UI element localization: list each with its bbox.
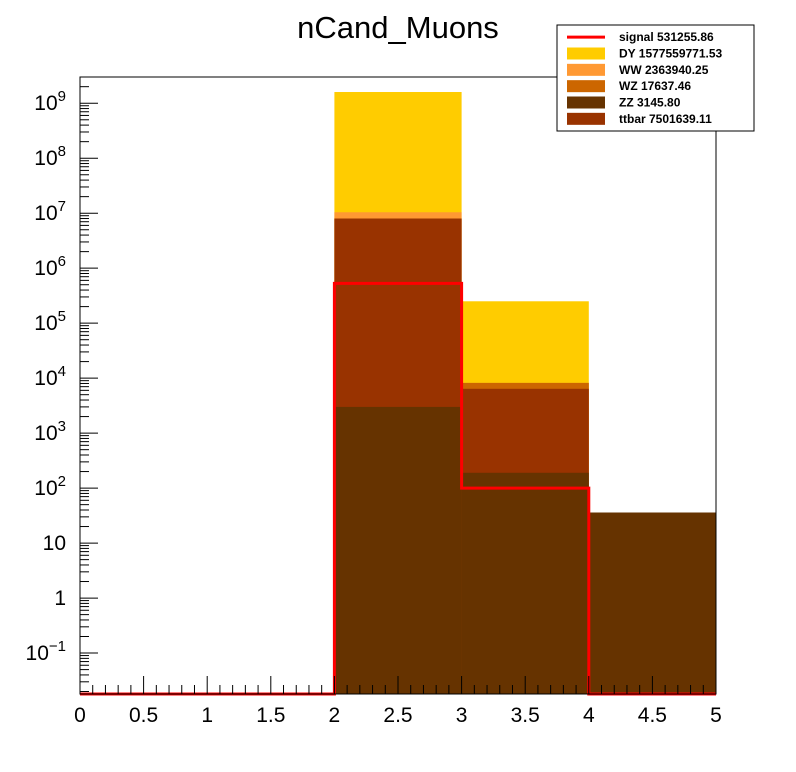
legend-label-WZ: WZ 17637.46 xyxy=(619,79,691,93)
chart-title: nCand_Muons xyxy=(297,10,499,45)
bar-ZZ-bin-3 xyxy=(461,472,589,694)
x-tick-label: 1.5 xyxy=(256,704,285,727)
x-tick-label: 2 xyxy=(329,704,341,727)
x-tick-label: 3.5 xyxy=(511,704,540,727)
legend-swatch-ZZ xyxy=(567,96,605,109)
legend-label-DY: DY 1577559771.53 xyxy=(619,47,723,61)
x-tick-label: 3 xyxy=(456,704,468,727)
x-tick-label: 1 xyxy=(201,704,213,727)
y-tick-label: 106 xyxy=(34,253,66,280)
legend-swatch-DY xyxy=(567,47,605,60)
bar-ZZ-bin-4 xyxy=(588,512,716,694)
y-tick-label: 10 xyxy=(43,532,66,555)
legend: signal 531255.86 DY 1577559771.53 WW 23639… xyxy=(556,24,755,132)
x-tick-label: 2.5 xyxy=(383,704,412,727)
y-tick-label: 10−1 xyxy=(26,638,66,665)
legend-label-signal: signal 531255.86 xyxy=(619,30,714,44)
legend-swatch-WZ xyxy=(567,80,605,93)
y-tick-label: 105 xyxy=(34,308,66,335)
y-tick-label: 107 xyxy=(34,198,66,225)
legend-label-ttbar: ttbar 7501639.11 xyxy=(619,112,712,126)
x-tick-label: 4.5 xyxy=(638,704,667,727)
y-tick-label: 109 xyxy=(34,88,66,115)
x-tick-label: 0.5 xyxy=(129,704,158,727)
y-tick-label: 103 xyxy=(34,418,66,445)
legend-swatch-ttbar xyxy=(567,112,605,125)
x-tick-label: 0 xyxy=(74,704,86,727)
axes-layer: 0 0.5 1 1.5 2 2.5 3 3.5 4 4.5 5 10−1 1 10 102 103 104 105… xyxy=(26,76,722,727)
legend-label-ZZ: ZZ 3145.80 xyxy=(619,96,681,110)
y-tick-label: 108 xyxy=(34,143,66,170)
y-tick-label: 104 xyxy=(34,363,66,390)
x-tick-label: 5 xyxy=(710,704,722,727)
bars-layer xyxy=(334,92,716,695)
x-tick-label: 4 xyxy=(583,704,595,727)
legend-label-WW: WW 2363940.25 xyxy=(619,63,709,77)
y-tick-label: 102 xyxy=(34,473,66,500)
legend-swatch-WW xyxy=(567,63,605,76)
y-tick-label: 1 xyxy=(54,587,66,610)
bar-ZZ-bin-2 xyxy=(334,406,462,694)
